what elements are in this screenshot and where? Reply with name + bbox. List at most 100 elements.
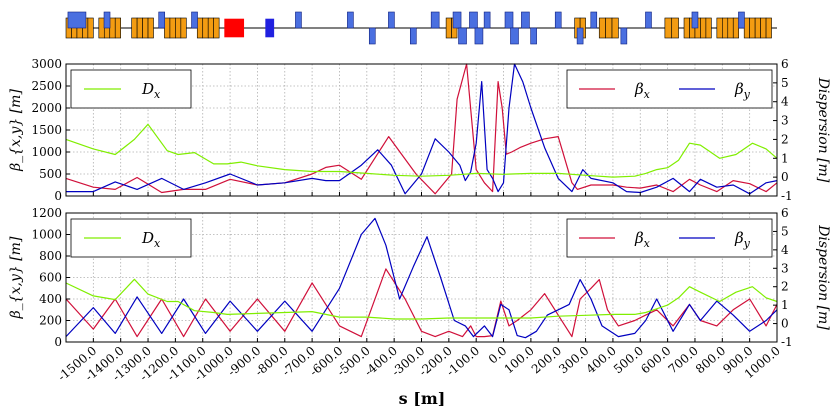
- quadrupole-focusing: [738, 11, 745, 29]
- quadrupole-focusing: [388, 11, 395, 29]
- dipole-magnet: [716, 17, 723, 39]
- dipole-magnet: [732, 17, 740, 39]
- tick-label-right: 6: [781, 57, 789, 71]
- tick-label-right: 0: [781, 170, 789, 184]
- tick-label-right: 2: [781, 132, 789, 146]
- tick-label-left: 2500: [31, 79, 62, 93]
- quadrupole-focusing: [554, 11, 562, 29]
- tick-label-left: 400: [39, 292, 62, 306]
- dipole-group: [598, 17, 619, 39]
- dipole-magnet: [749, 17, 756, 39]
- y-axis-label-left: β_{x,y} [m]: [8, 236, 24, 319]
- quadrupole-focusing: [483, 11, 491, 29]
- y-axis-label-right: Dispersion [m]: [815, 77, 830, 183]
- dipole-group: [164, 17, 187, 39]
- tick-label-left: 500: [39, 167, 62, 181]
- beta-dispersion-panel-bottom: 0 200 400 600 800 1000 1200 -1 0 1 2 3 4 5 6 β_{x,y} [m…: [8, 206, 830, 384]
- dipole-group: [131, 17, 154, 39]
- tick-label-x: 200.0: [529, 344, 564, 377]
- tick-label-right: 4: [781, 243, 789, 257]
- dipole-magnet: [683, 17, 690, 39]
- dipole-magnet: [598, 17, 606, 39]
- dipole-magnet: [743, 17, 750, 39]
- dipole-magnet: [114, 17, 121, 39]
- tick-label-right: 3: [781, 114, 789, 128]
- tick-label-x: 500.0: [611, 344, 646, 377]
- tick-label-left: 600: [39, 271, 62, 285]
- quadrupole-focusing: [590, 11, 598, 29]
- tick-label-left: 1000: [31, 145, 62, 159]
- tick-label-right: 5: [781, 224, 789, 238]
- dipole-magnet: [164, 17, 171, 39]
- dipole-magnet: [196, 17, 204, 39]
- dipole-magnet: [109, 17, 116, 39]
- lattice-diagram: [65, 11, 777, 45]
- legend-right: βx βy: [566, 69, 773, 109]
- quadrupole-focusing: [504, 11, 514, 29]
- tick-label-right: -1: [781, 335, 793, 349]
- tick-label-right: 3: [781, 261, 789, 275]
- dipole-magnet: [98, 17, 105, 39]
- dipole-magnet: [760, 17, 767, 39]
- series-beta-y: [65, 217, 778, 339]
- tick-label-right: 2: [781, 280, 789, 294]
- tick-label-x: 300.0: [556, 344, 591, 377]
- dipole-magnet: [664, 17, 673, 39]
- dipole-magnet: [207, 17, 214, 39]
- series-beta-y: [66, 63, 778, 195]
- special-element: [224, 18, 245, 38]
- tick-label-x: 100.0: [501, 344, 536, 377]
- quadrupole-defocusing: [458, 27, 467, 45]
- dipole-magnet: [202, 17, 209, 39]
- quadrupole-focusing: [347, 11, 354, 29]
- legend-left: Dx: [70, 69, 192, 109]
- tick-label-x: 800.0: [693, 344, 728, 377]
- tick-label-right: 0: [781, 317, 789, 331]
- quadrupole-defocusing: [368, 27, 376, 45]
- tick-label-left: 1000: [31, 228, 62, 242]
- dipole-magnet: [142, 17, 149, 39]
- dipole-magnet: [611, 17, 619, 39]
- dipole-magnet: [727, 17, 734, 39]
- quadrupole-focusing: [158, 11, 166, 29]
- dipole-magnet: [754, 17, 761, 39]
- quadrupole-focusing: [521, 11, 530, 29]
- tick-label-left: 3000: [31, 57, 62, 71]
- tick-label-right: 4: [781, 95, 789, 109]
- tick-label-right: -1: [781, 189, 793, 203]
- tick-label-right: 1: [781, 151, 789, 165]
- tick-label-left: 1200: [31, 206, 62, 220]
- dipole-magnet: [213, 17, 220, 39]
- quadrupole-focusing: [469, 11, 478, 29]
- dipole-group: [196, 17, 220, 39]
- x-axis-label: s [m]: [399, 389, 446, 408]
- tick-label-left: 0: [54, 335, 62, 349]
- quadrupole-focusing: [452, 11, 462, 29]
- quadrupole-focusing: [691, 11, 699, 29]
- dipole-magnet: [131, 17, 138, 39]
- legend-right: βx βy: [566, 218, 773, 258]
- quadrupole-defocusing: [474, 27, 484, 45]
- dipole-magnet: [180, 17, 187, 39]
- series-beta-x: [65, 63, 778, 195]
- tick-label-left: 2000: [31, 101, 62, 115]
- quadrupole-focusing: [295, 11, 302, 29]
- quadrupole-focusing: [67, 11, 87, 29]
- beta-dispersion-panel-top: 0 500 1000 1500 2000 2500 3000 -1 0 1 2 3 4 5 6 β_{x,y}…: [8, 57, 830, 203]
- y-axis-label-right: Dispersion [m]: [815, 224, 830, 330]
- dipole-group: [743, 17, 772, 39]
- series-D-x: [65, 123, 778, 178]
- y-axis-label-left: β_{x,y} [m]: [8, 89, 24, 172]
- dipole-magnet: [175, 17, 182, 39]
- dipole-magnet: [445, 17, 452, 39]
- dipole-magnet: [765, 17, 772, 39]
- dipole-magnet: [136, 17, 143, 39]
- legend-left: Dx: [70, 218, 192, 258]
- tick-label-left: 200: [39, 314, 62, 328]
- quadrupole-defocusing: [576, 27, 584, 45]
- tick-label-right: 6: [781, 206, 789, 220]
- dipole-magnet: [605, 17, 613, 39]
- quadrupole-focusing: [430, 11, 440, 29]
- quadrupole-defocusing: [409, 27, 417, 45]
- series-D-x: [65, 278, 778, 320]
